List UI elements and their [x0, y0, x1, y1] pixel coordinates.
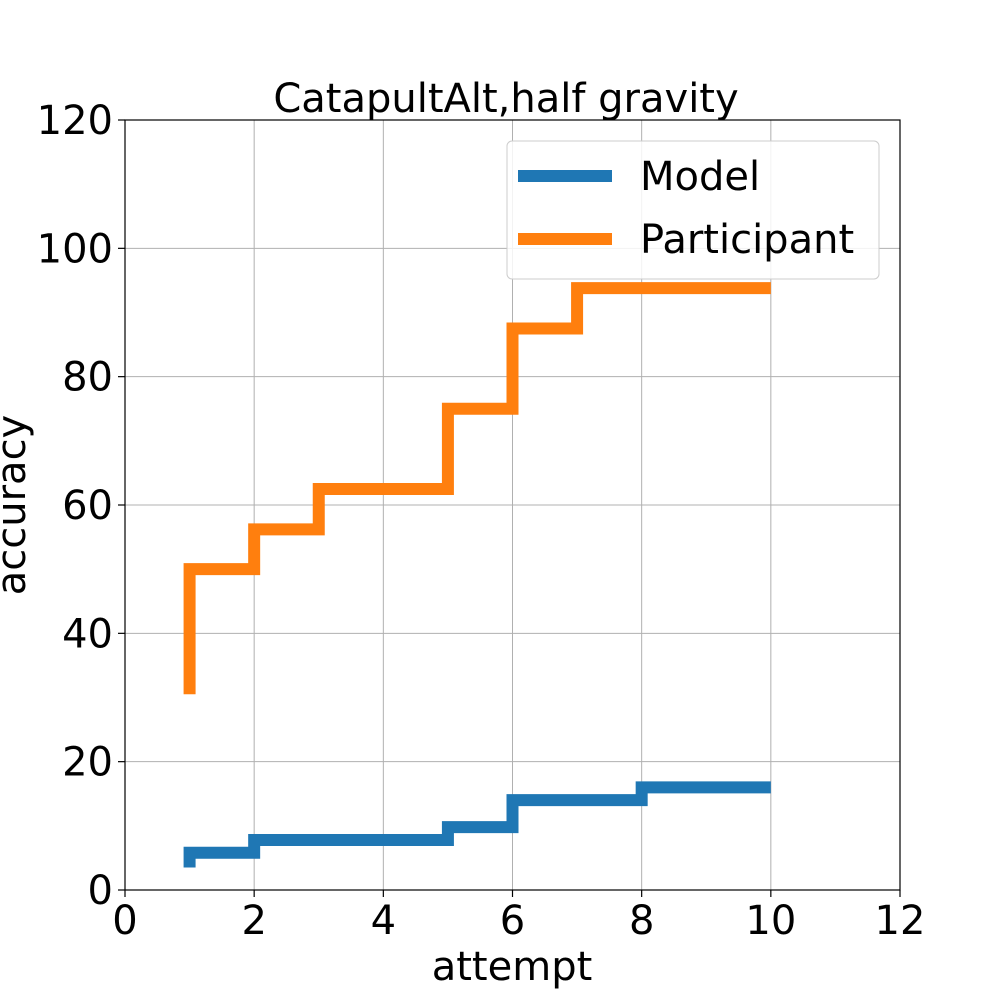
- series-line-participant: [183, 282, 771, 695]
- x-tick-label: 12: [875, 898, 926, 944]
- x-tick-label: 2: [241, 898, 266, 944]
- y-tick-label: 120: [37, 98, 113, 144]
- y-tick-label: 20: [62, 740, 113, 786]
- x-tick-label: 8: [629, 898, 654, 944]
- y-axis-title: accuracy: [0, 415, 35, 595]
- y-tick-label: 60: [62, 483, 113, 529]
- y-tick-label: 40: [62, 611, 113, 657]
- legend-label-participant: Participant: [640, 217, 854, 263]
- x-tick-label: 10: [745, 898, 796, 944]
- series-line-model: [183, 781, 771, 868]
- y-tick-label: 100: [37, 226, 113, 272]
- legend: Model Participant: [506, 140, 880, 280]
- x-axis-title: attempt: [432, 944, 593, 990]
- x-tick-label: 4: [371, 898, 396, 944]
- x-tick-label: 6: [500, 898, 525, 944]
- y-tick-label: 80: [62, 355, 113, 401]
- x-tick-label: 0: [112, 898, 137, 944]
- series-layer: [183, 282, 771, 868]
- chart-title: CatapultAlt,half gravity: [273, 76, 738, 122]
- y-tick-label: 0: [88, 868, 113, 914]
- legend-label-model: Model: [640, 154, 760, 200]
